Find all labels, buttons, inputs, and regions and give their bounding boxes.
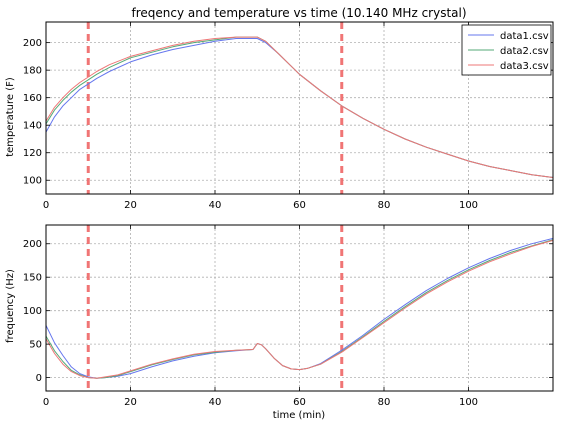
frequency-y-tick-label: 50 [29,340,42,351]
frequency-x-tick-label: 0 [43,397,49,408]
chart-title: freqency and temperature vs time (10.140… [131,6,466,20]
legend-label-data2: data2.csv [500,46,549,57]
frequency-x-axis-label: time (min) [273,410,326,421]
temperature-y-axis-label: temperature (F) [5,77,16,157]
temperature-series-data3 [45,36,554,178]
temperature-x-tick-label: 0 [43,200,49,211]
temperature-panel: freqency and temperature vs time (10.140… [5,6,554,211]
frequency-y-tick-label: 200 [23,239,42,250]
temperature-x-tick-label: 40 [209,200,222,211]
temperature-x-tick-label: 60 [293,200,306,211]
legend-label-data1: data1.csv [500,31,549,42]
frequency-series [45,237,554,379]
frequency-x-tick-label: 40 [209,397,222,408]
frequency-x-tick-label: 80 [378,397,391,408]
temperature-y-tick-label: 140 [23,121,42,132]
frequency-series-data3 [45,239,554,379]
temperature-series [45,36,554,178]
legend-label-data3: data3.csv [500,61,549,72]
temperature-x-tick-label: 80 [378,200,391,211]
frequency-markers [86,225,344,391]
temperature-markers [86,22,344,194]
frequency-x-tick-label: 60 [293,397,306,408]
frequency-y-tick-label: 0 [36,373,42,384]
temperature-ticks: 0 20 40 60 80 100 100 120 140 160 180 200 [23,22,553,211]
temperature-x-tick-label: 100 [459,200,478,211]
frequency-grid [45,225,553,391]
frequency-y-tick-label: 100 [23,306,42,317]
frequency-y-axis-label: frequency (Hz) [5,269,16,343]
temperature-x-tick-label: 20 [124,200,137,211]
temperature-y-tick-label: 100 [23,176,42,187]
temperature-y-tick-label: 200 [23,38,42,49]
frequency-y-tick-label: 150 [23,273,42,284]
frequency-x-tick-label: 20 [124,397,137,408]
frequency-x-tick-label: 100 [459,397,478,408]
temperature-y-tick-label: 180 [23,66,42,77]
temperature-y-tick-label: 120 [23,148,42,159]
legend: data1.csv data2.csv data3.csv [461,24,552,76]
frequency-ticks: 0 20 40 60 80 100 0 50 100 150 200 [23,225,553,408]
temperature-y-tick-label: 160 [23,93,42,104]
